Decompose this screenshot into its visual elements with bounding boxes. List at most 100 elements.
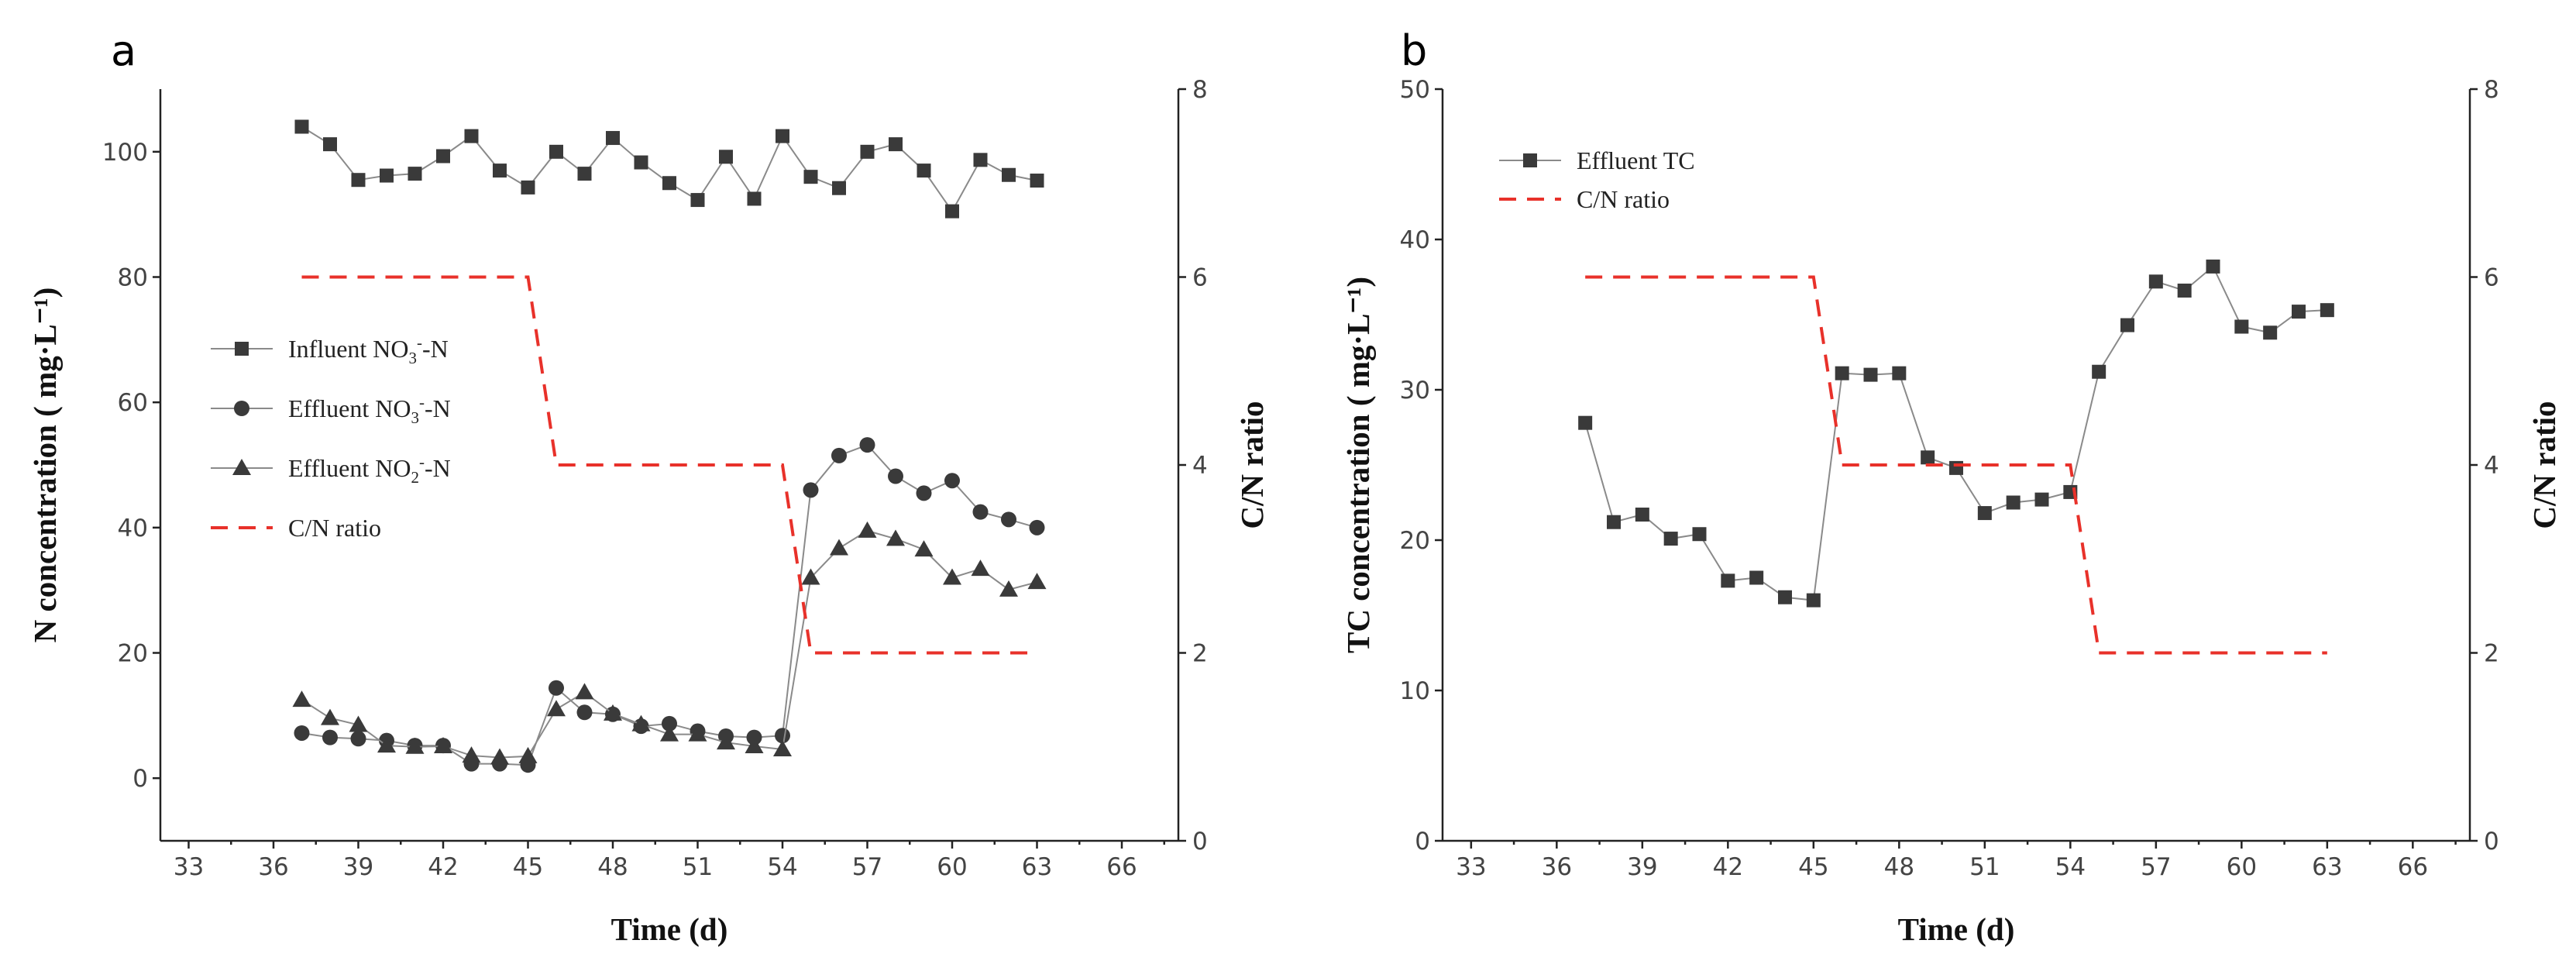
series-effluent-no3-n-point [322, 729, 338, 745]
series-effluent-tc-point [1663, 532, 1678, 546]
series-effluent-no3-n-point [972, 504, 989, 520]
series-influent-no3-n-point [351, 173, 366, 188]
series-influent-no3-n-point [294, 119, 309, 134]
series-effluent-tc-point [1835, 366, 1849, 380]
series-effluent-no2-n-point [405, 737, 425, 754]
series-influent-no3-n-point [436, 149, 450, 164]
legend-label-part: 2 [411, 468, 419, 487]
series-effluent-no3-n-point [944, 473, 960, 489]
series-effluent-tc-point [2177, 283, 2192, 298]
y-tick-label: 20 [118, 640, 148, 668]
y-tick-label: 40 [118, 515, 148, 542]
panel-a-chart: 33 36 39 42 45 48 51 54 57 60 63 660204060801000246… [27, 26, 1270, 947]
series-influent-no3-n-point [917, 164, 931, 178]
series-effluent-no2-n-point [462, 746, 481, 763]
series-influent-no3-n-point [323, 137, 337, 152]
y-tick-label: 20 [1400, 527, 1430, 555]
series-effluent-tc-point [1977, 506, 1992, 521]
series-effluent-tc-point [1721, 573, 1735, 588]
series-c-n-ratio-line [1585, 275, 2327, 655]
series-effluent-no3-n-point [859, 437, 875, 453]
x-tick-label: 66 [1106, 853, 1137, 881]
series-effluent-tc-point [2234, 319, 2249, 334]
x-tick-label: 42 [428, 853, 458, 881]
series-effluent-no3-n-point [888, 468, 903, 484]
legend-label: Effluent TC [1577, 146, 1695, 174]
series-effluent-tc-line [1584, 265, 2327, 601]
series-influent-no3-n-point [464, 129, 479, 143]
series-influent-no3-n-point [521, 180, 535, 195]
x-tick-label: 36 [258, 853, 288, 881]
legend-label-part: - [419, 393, 425, 411]
series-influent-no3-n-point [606, 131, 620, 146]
series-effluent-no3-n-point [549, 680, 564, 696]
x-tick-label: 36 [1542, 853, 1572, 881]
legend-swatch-marker [234, 401, 249, 416]
y2-axis-title: C/N ratio [1234, 401, 1270, 529]
panel-label: a [111, 26, 136, 75]
series-effluent-tc-point [1949, 460, 1963, 475]
series-effluent-no2-n-point [999, 580, 1018, 597]
legend-label: Effluent NO2--N [288, 453, 451, 487]
x-tick-label: 57 [2141, 853, 2171, 881]
x-tick-label: 51 [1969, 853, 2000, 881]
y2-tick-label: 6 [2484, 264, 2499, 292]
x-tick-label: 54 [767, 853, 797, 881]
series-effluent-no2-n-point [688, 725, 707, 742]
y-axis-title: N concentration ( mg·L⁻¹) [27, 288, 63, 643]
x-tick-label: 63 [1022, 853, 1052, 881]
series-influent-no3-n-point [493, 164, 507, 178]
series-effluent-no3-n-point [916, 485, 932, 501]
series-effluent-tc-point [1806, 593, 1821, 608]
series-effluent-no2-n-point [377, 736, 396, 753]
series-effluent-no3-n-point [831, 447, 847, 463]
series-influent-no3-n-point [860, 144, 875, 159]
series-influent-no3-n-point [973, 153, 988, 167]
series-effluent-no2-n-point [434, 736, 452, 753]
panel-label: b [1401, 26, 1427, 75]
x-tick-label: 45 [513, 853, 543, 881]
series-influent-no3-n-point [549, 144, 563, 159]
x-tick-label: 57 [852, 853, 882, 881]
y2-tick-label: 4 [1192, 452, 1208, 480]
legend-label-part: Influent NO [288, 335, 409, 363]
series-effluent-no2-n-point [631, 714, 651, 732]
y2-tick-label: 8 [1192, 76, 1208, 104]
series-effluent-no2-n-point [943, 568, 961, 585]
series-effluent-no2-n-point [518, 746, 538, 763]
y2-tick-label: 0 [1192, 828, 1208, 856]
series-effluent-no3-n-point [1001, 511, 1016, 528]
x-tick-label: 33 [174, 853, 204, 881]
series-influent-no3-n-point [1030, 174, 1044, 188]
series-effluent-no3-n-point [775, 728, 790, 744]
series-influent-no3-n-point [832, 181, 846, 195]
series-effluent-tc-point [2292, 305, 2306, 319]
legend-label: C/N ratio [1577, 185, 1670, 213]
x-tick-label: 48 [597, 853, 628, 881]
y-tick-label: 40 [1400, 226, 1430, 254]
legend-label-part: 3 [411, 408, 419, 427]
legend-label-part: Effluent NO [288, 454, 411, 482]
x-tick-label: 42 [1713, 853, 1743, 881]
panel-b-chart: 33 36 39 42 45 48 51 54 57 60 63 66 0 10 20 30 40 50 0 2 4 6 8… [1340, 26, 2562, 947]
series-effluent-no2-n-point [1027, 573, 1047, 590]
series-effluent-tc-point [2320, 303, 2334, 318]
series-effluent-no2-n-point [292, 690, 311, 708]
legend-label-part: -N [425, 454, 451, 482]
y2-tick-label: 2 [1192, 640, 1208, 668]
y-tick-label: 100 [102, 139, 148, 167]
x-tick-label: 48 [1884, 853, 1914, 881]
x-tick-label: 60 [937, 853, 967, 881]
x-tick-label: 39 [1627, 853, 1657, 881]
legend-swatch-marker [235, 342, 249, 356]
series-influent-no3-n-point [719, 150, 733, 164]
series-influent-no3-n-point [408, 167, 422, 181]
series-effluent-no2-n-point [349, 715, 368, 732]
series-effluent-tc-point [1921, 450, 1935, 465]
series-effluent-tc-point [2092, 364, 2107, 379]
x-axis-title: Time (d) [1898, 911, 2015, 947]
y-tick-label: 10 [1400, 677, 1430, 705]
series-influent-no3-n-point [776, 129, 789, 143]
series-effluent-no2-n-point [321, 708, 339, 725]
